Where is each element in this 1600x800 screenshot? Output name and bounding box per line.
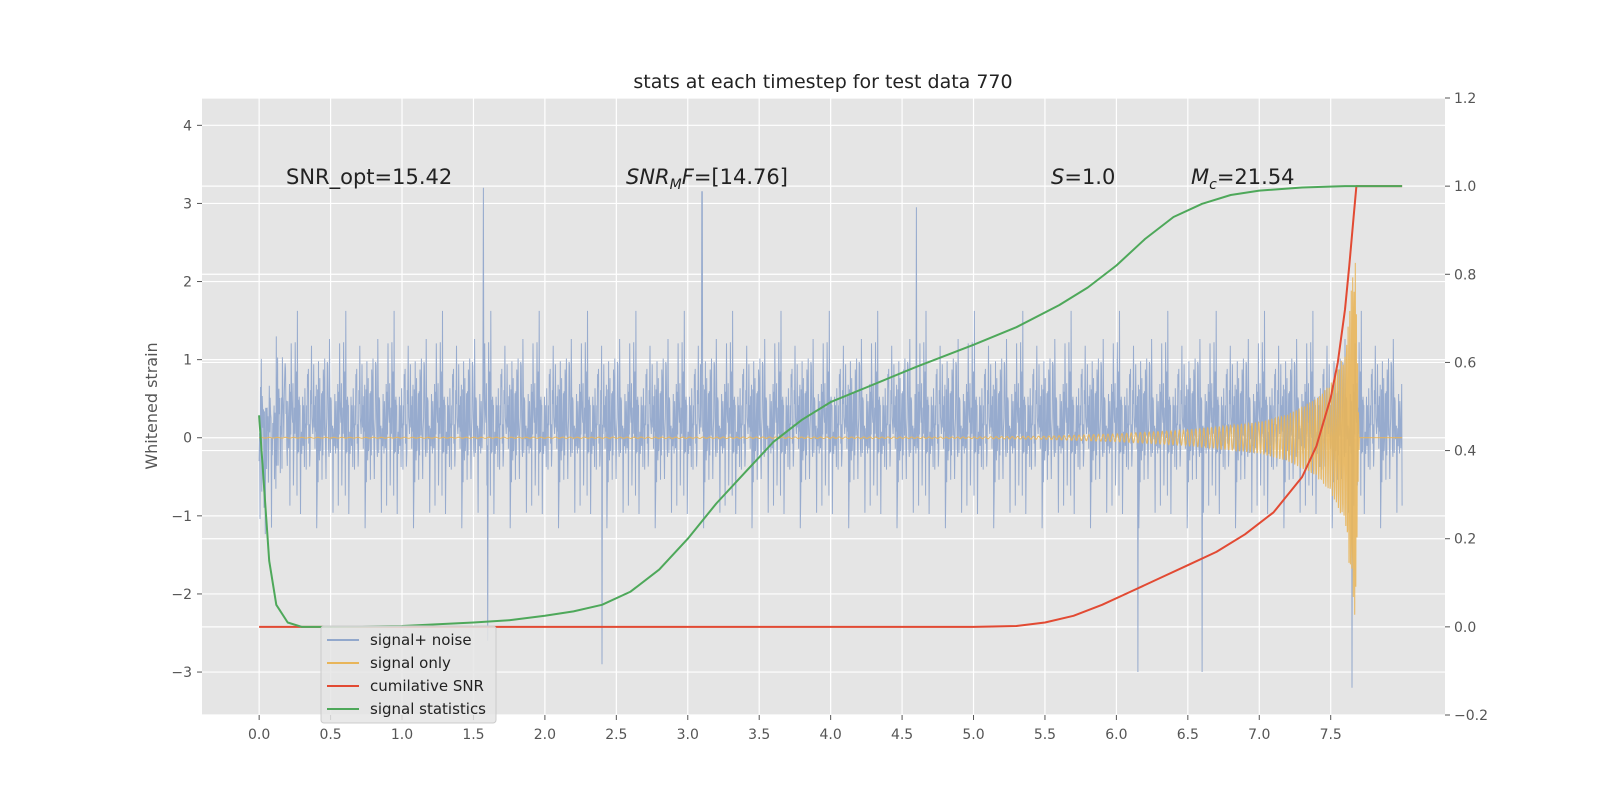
y2-tick-label: −0.2 [1454,708,1488,724]
y-tick-label: 4 [183,118,192,134]
x-tick-label: 1.0 [391,727,413,743]
y-tick-label: −2 [171,587,192,603]
x-tick-label: 3.0 [677,727,699,743]
y-axis-label: Whitened strain [142,342,161,469]
ticks: 0.0 0.5 1.0 1.5 2.0 2.5 3.0 3.5 4.0 4.5 5.0 5.5 6.0 6… [171,91,1488,743]
annotation-snr-opt: SNR_opt=15.42 [286,165,452,190]
legend-label-signal-only: signal only [370,654,451,672]
x-tick-label: 5.5 [1034,727,1056,743]
legend-label-cumulative-snr: cumilative SNR [370,677,484,695]
x-tick-label: 4.5 [891,727,913,743]
y2-tick-label: 0.4 [1454,444,1476,460]
x-tick-label: 7.5 [1320,727,1342,743]
x-tick-label: 5.0 [962,727,984,743]
y2-tick-label: 0.2 [1454,532,1476,548]
x-tick-label: 2.5 [605,727,627,743]
y-tick-label: 0 [183,431,192,447]
legend: signal+ noise signal only cumilative SNR… [320,625,497,724]
series-signal-noise [258,187,1403,688]
annotation-s: S=1.0 [1051,165,1115,189]
y2-tick-label: 1.2 [1454,91,1476,107]
series-signal-only [258,262,1403,615]
y-tick-label: 2 [183,275,192,291]
y2-tick-label: 0.6 [1454,355,1476,371]
x-tick-label: 1.5 [462,727,484,743]
annotation-snr-mf: SNRMF=[14.76] [626,165,788,193]
annotation-mc: Mc=21.54 [1191,165,1295,193]
y2-tick-label: 1.0 [1454,179,1476,195]
x-tick-label: 6.5 [1177,727,1199,743]
legend-label-signal-statistics: signal statistics [370,700,486,718]
y2-tick-label: 0.0 [1454,620,1476,636]
y-tick-label: 3 [183,196,192,212]
y-tick-label: −3 [171,665,192,681]
x-tick-label: 0.0 [248,727,270,743]
series-cumulative-snr [259,185,1403,628]
x-tick-label: 7.0 [1248,727,1270,743]
x-tick-label: 6.0 [1105,727,1127,743]
x-tick-label: 2.0 [534,727,556,743]
legend-box [320,625,497,724]
x-tick-label: 4.0 [820,727,842,743]
y-tick-label: −1 [171,509,192,525]
y2-tick-label: 0.8 [1454,267,1476,283]
x-tick-label: 0.5 [319,727,341,743]
legend-label-signal-noise: signal+ noise [370,631,472,649]
chart-title: stats at each timestep for test data 770 [633,71,1012,93]
y-tick-label: 1 [183,353,192,369]
x-tick-label: 3.5 [748,727,770,743]
